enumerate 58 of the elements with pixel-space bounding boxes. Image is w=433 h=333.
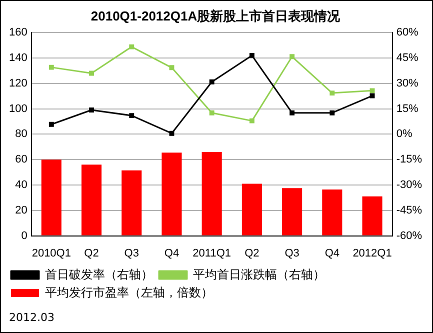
x-tick-label: Q4 bbox=[324, 247, 340, 260]
x-tick-label: Q2 bbox=[84, 247, 99, 260]
y-tick-label: 100 bbox=[8, 102, 28, 115]
y-tick-label: 140 bbox=[8, 52, 28, 64]
y2-tick-label: -15% bbox=[396, 154, 422, 166]
y-tick-label: 20 bbox=[15, 204, 28, 216]
y2-tick-label: -45% bbox=[396, 204, 422, 216]
point bbox=[249, 118, 254, 124]
point bbox=[330, 110, 335, 116]
bar bbox=[282, 188, 302, 236]
point bbox=[48, 64, 54, 70]
legend-label: 首日破发率（右轴） bbox=[45, 267, 153, 282]
point bbox=[89, 108, 94, 112]
point bbox=[89, 70, 94, 76]
chart-title: 2010Q1-2012Q1A股新股上市首日表现情况 bbox=[90, 8, 342, 24]
point bbox=[129, 113, 134, 118]
point bbox=[169, 130, 174, 136]
bar bbox=[41, 160, 62, 236]
y-tick-label: 120 bbox=[8, 77, 28, 90]
point bbox=[209, 110, 214, 116]
point bbox=[290, 54, 295, 60]
y2-tick-label: 30% bbox=[396, 77, 419, 90]
text: 2012.03 bbox=[9, 311, 54, 324]
x-tick-label: 2011Q1 bbox=[192, 247, 231, 260]
point bbox=[209, 79, 214, 84]
point bbox=[290, 110, 295, 116]
point bbox=[330, 90, 335, 96]
x-tick-label: Q2 bbox=[244, 247, 260, 260]
point bbox=[129, 44, 134, 50]
y2-tick-label: 60% bbox=[396, 26, 419, 39]
point bbox=[169, 65, 174, 70]
y2-tick-label: 45% bbox=[396, 52, 419, 64]
x-tick-label: Q3 bbox=[124, 247, 139, 260]
point bbox=[370, 88, 375, 94]
bar bbox=[81, 164, 102, 236]
y2-tick-label: 0% bbox=[396, 128, 412, 140]
y-tick-label: 40 bbox=[15, 179, 28, 192]
y2-tick-label: -60% bbox=[396, 230, 422, 242]
point bbox=[48, 122, 54, 127]
legend-label: 平均发行市盈率（左轴，倍数） bbox=[45, 285, 213, 300]
y2-tick-label: -30% bbox=[396, 179, 422, 192]
bar bbox=[162, 152, 182, 236]
x-tick-label: 2012Q1 bbox=[352, 247, 392, 260]
bar bbox=[122, 170, 142, 236]
y-tick-label: 80 bbox=[15, 128, 28, 140]
bar bbox=[322, 189, 342, 236]
x-tick-label: Q3 bbox=[284, 247, 300, 260]
y-tick-label: 160 bbox=[8, 26, 28, 39]
point bbox=[249, 52, 254, 58]
y2-tick-label: 15% bbox=[396, 102, 419, 115]
bar bbox=[362, 196, 382, 236]
legend-label: 平均首日涨跌幅（右轴） bbox=[193, 267, 325, 282]
bar bbox=[202, 152, 222, 236]
y-tick-label: 60 bbox=[15, 154, 28, 166]
y-tick-label: 0 bbox=[21, 230, 28, 242]
x-tick-label: 2010Q1 bbox=[32, 247, 71, 260]
bar bbox=[242, 184, 262, 236]
x-tick-label: Q4 bbox=[164, 247, 180, 260]
